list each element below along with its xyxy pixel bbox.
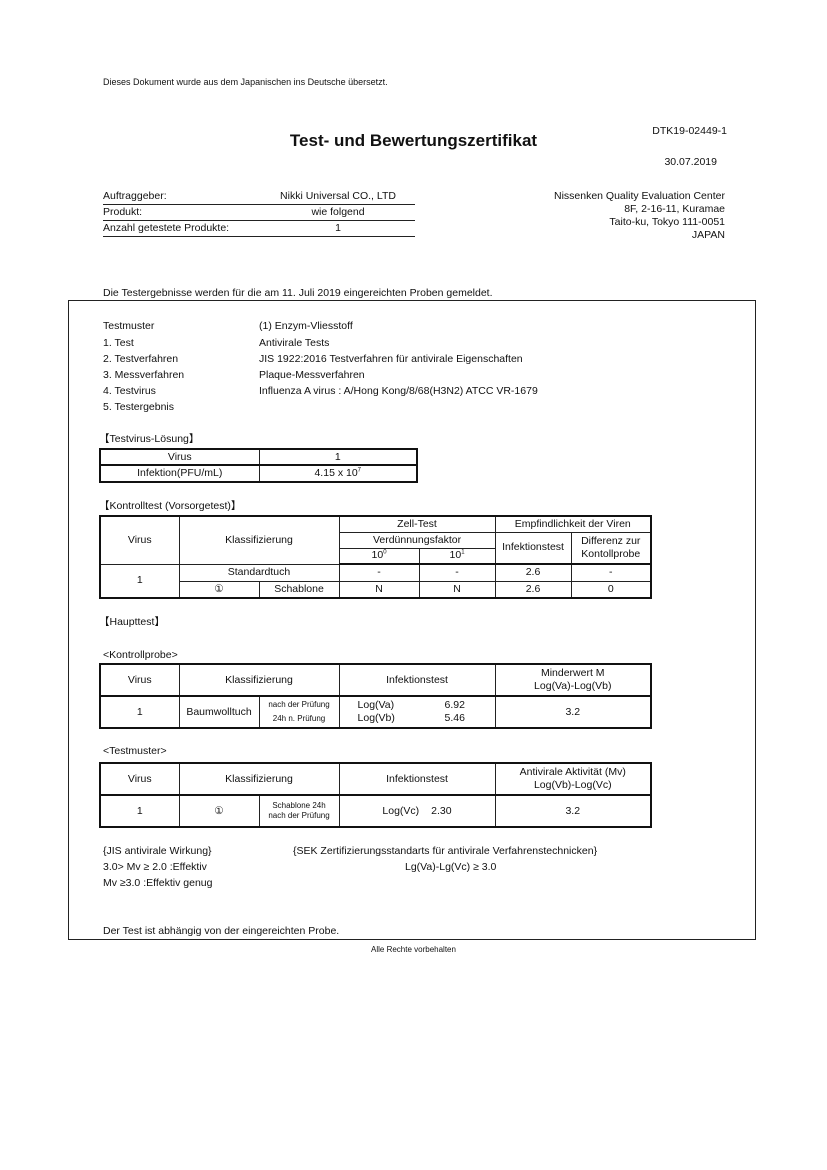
cell: Standardtuch bbox=[178, 563, 340, 582]
cell: Baumwolltuch bbox=[178, 695, 260, 729]
cell: Verdünnungsfaktor bbox=[338, 531, 496, 549]
control-test-table: Virus Klassifizierung Zell-Test Empfindlich… bbox=[99, 515, 653, 599]
cell: Schablone 24h nach der Prüfung bbox=[258, 794, 340, 828]
cell: - bbox=[338, 563, 420, 582]
main-test-heading: 【Haupttest】 bbox=[99, 616, 165, 628]
cell: Log(Va) 6.92 Log(Vb) 5.46 bbox=[338, 695, 496, 729]
translation-note: Dieses Dokument wurde aus dem Japanische… bbox=[103, 77, 388, 87]
cell: Antivirale Aktivität (Mv) Log(Vb)-Log(Vc) bbox=[494, 762, 652, 796]
test-sample-table: Virus Klassifizierung Infektionstest Antivi… bbox=[99, 762, 653, 828]
cell: - bbox=[418, 563, 496, 582]
cell: Virus bbox=[99, 515, 180, 565]
cell: 101 bbox=[418, 547, 496, 565]
detail-value: JIS 1922:2016 Testverfahren für antivira… bbox=[259, 353, 523, 365]
sek-title: {SEK Zertifizierungsstandarts für antivi… bbox=[293, 845, 598, 857]
detail-label: 2. Testverfahren bbox=[103, 353, 179, 365]
virus-solution-heading: 【Testvirus-Lösung】 bbox=[99, 433, 200, 445]
detail-label: 4. Testvirus bbox=[103, 385, 156, 397]
cell: 100 bbox=[338, 547, 420, 565]
issuer-line: JAPAN bbox=[691, 229, 725, 241]
results-frame bbox=[68, 300, 756, 940]
count-label: Anzahl getestete Produkte: bbox=[103, 222, 230, 234]
document-number: DTK19-02449-1 bbox=[652, 125, 727, 137]
test-sample-heading: <Testmuster> bbox=[103, 745, 167, 757]
product-row: Produkt: wie folgend bbox=[103, 204, 415, 221]
cell: 1 bbox=[99, 563, 180, 599]
cell: 1 bbox=[99, 794, 180, 828]
cell: 4.15 x 107 bbox=[258, 464, 418, 483]
detail-label: 3. Messverfahren bbox=[103, 369, 185, 381]
control-sample-heading: <Kontrollprobe> bbox=[103, 649, 178, 661]
detail-value: Antivirale Tests bbox=[259, 337, 330, 349]
count-row: Anzahl getestete Produkte: 1 bbox=[103, 220, 415, 237]
cell: Klassifizierung bbox=[178, 762, 340, 796]
result-statement: Die Testergebnisse werden für die am 11.… bbox=[103, 287, 493, 299]
cell: Klassifizierung bbox=[178, 663, 340, 697]
cell: Zell-Test bbox=[338, 515, 496, 533]
count-value: 1 bbox=[335, 222, 341, 234]
issuer-line: Taito-ku, Tokyo 111-0051 bbox=[609, 216, 725, 228]
control-sample-table: Virus Klassifizierung Infektionstest Minder… bbox=[99, 663, 653, 729]
cell: nach der Prüfung 24h n. Prüfung bbox=[258, 695, 340, 729]
virus-solution-table: Virus 1 Infektion(PFU/mL) 4.15 x 107 bbox=[99, 448, 418, 483]
client-value: Nikki Universal CO., LTD bbox=[280, 190, 396, 202]
cell: Infektionstest bbox=[338, 762, 496, 796]
cell: N bbox=[338, 580, 420, 599]
cell: 0 bbox=[570, 580, 652, 599]
jis-criterion: Mv ≥3.0 :Effektiv genug bbox=[103, 877, 213, 889]
detail-label: 1. Test bbox=[103, 337, 134, 349]
cell: Infektion(PFU/mL) bbox=[99, 464, 260, 483]
cell: Virus bbox=[99, 448, 260, 466]
cell: Differenz zur Kontollprobe bbox=[570, 531, 652, 565]
client-label: Auftraggeber: bbox=[103, 190, 167, 202]
page-title: Test- und Bewertungszertifikat bbox=[289, 131, 538, 150]
detail-value: Influenza A virus : A/Hong Kong/8/68(H3N… bbox=[259, 385, 538, 397]
client-row: Auftraggeber: Nikki Universal CO., LTD bbox=[103, 188, 415, 205]
cell: Schablone bbox=[258, 580, 340, 599]
detail-label: Testmuster bbox=[103, 320, 155, 332]
cell: Minderwert M Log(Va)-Log(Vb) bbox=[494, 663, 652, 697]
sek-criterion: Lg(Va)-Lg(Vc) ≥ 3.0 bbox=[405, 861, 497, 873]
cell: Virus bbox=[99, 762, 180, 796]
rights-note: Alle Rechte vorbehalten bbox=[371, 945, 456, 954]
cell: 2.6 bbox=[494, 563, 572, 582]
document-date: 30.07.2019 bbox=[664, 156, 717, 168]
issuer-name: Nissenken Quality Evaluation Center bbox=[553, 190, 725, 202]
detail-value: Plaque-Messverfahren bbox=[259, 369, 365, 381]
cell: Infektionstest bbox=[338, 663, 496, 697]
jis-criterion: 3.0> Mv ≥ 2.0 :Effektiv bbox=[103, 861, 207, 873]
cell: Log(Vc) 2.30 bbox=[338, 794, 496, 828]
cell: Empfindlichkeit der Viren bbox=[494, 515, 652, 533]
cell: 1 bbox=[258, 448, 418, 466]
cell: 3.2 bbox=[494, 794, 652, 828]
product-value: wie folgend bbox=[311, 206, 365, 218]
cell: - bbox=[570, 563, 652, 582]
cell: 3.2 bbox=[494, 695, 652, 729]
cell: Klassifizierung bbox=[178, 515, 340, 565]
cell: 1 bbox=[99, 695, 180, 729]
cell: 2.6 bbox=[494, 580, 572, 599]
cell: N bbox=[418, 580, 496, 599]
cell: ① bbox=[178, 580, 260, 599]
detail-value: (1) Enzym-Vliesstoff bbox=[259, 320, 353, 332]
detail-label: 5. Testergebnis bbox=[103, 401, 175, 413]
control-test-heading: 【Kontrolltest (Vorsorgetest)】 bbox=[99, 500, 242, 512]
product-label: Produkt: bbox=[103, 206, 143, 218]
cell: Infektionstest bbox=[494, 531, 572, 565]
issuer-line: 8F, 2-16-11, Kuramae bbox=[624, 203, 725, 215]
cell: Virus bbox=[99, 663, 180, 697]
jis-title: {JIS antivirale Wirkung} bbox=[103, 845, 212, 857]
footer-note: Der Test ist abhängig von der eingereich… bbox=[103, 925, 340, 937]
cell: ① bbox=[178, 794, 260, 828]
